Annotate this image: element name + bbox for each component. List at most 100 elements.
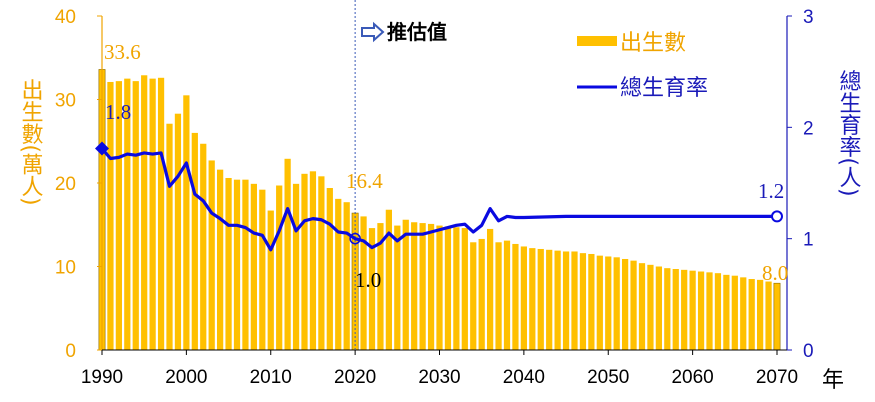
right-tick-0: 0 bbox=[803, 341, 814, 362]
bar-2028 bbox=[419, 223, 426, 350]
bar-2006 bbox=[233, 179, 241, 350]
annotation-tfr-2070: 1.2 bbox=[758, 179, 784, 203]
bar-2068 bbox=[757, 279, 764, 350]
bar-2037 bbox=[495, 242, 502, 350]
bar-2010 bbox=[267, 210, 274, 350]
bar-1998 bbox=[166, 123, 173, 350]
x-tick-2070: 2070 bbox=[756, 367, 798, 388]
bar-2044 bbox=[554, 250, 561, 350]
legend-bar-swatch bbox=[577, 36, 617, 46]
bar-2004 bbox=[217, 169, 224, 350]
annotation-birth-1990: 33.6 bbox=[104, 40, 141, 64]
x-tick-2050: 2050 bbox=[587, 367, 629, 388]
bar-2014 bbox=[301, 173, 308, 350]
annotation-birth-2070: 8.0 bbox=[762, 261, 788, 285]
bar-2052 bbox=[622, 258, 629, 350]
bar-2067 bbox=[748, 279, 755, 350]
left-tick-20: 20 bbox=[55, 174, 76, 195]
bar-2038 bbox=[503, 240, 511, 350]
bar-2047 bbox=[579, 253, 587, 350]
bar-2042 bbox=[537, 248, 544, 350]
legend-line-label: 總生育率 bbox=[620, 76, 708, 101]
tfr-point-2070 bbox=[771, 210, 783, 223]
bar-2066 bbox=[740, 277, 747, 350]
bar-2019 bbox=[343, 202, 350, 350]
bar-1992 bbox=[115, 81, 122, 350]
x-tick-2030: 2030 bbox=[418, 367, 460, 388]
left-tick-30: 30 bbox=[55, 91, 76, 112]
birth-bars bbox=[98, 69, 781, 351]
bar-2016 bbox=[318, 176, 325, 350]
x-tick-2020: 2020 bbox=[334, 367, 376, 388]
bar-2027 bbox=[411, 222, 418, 350]
bar-2025 bbox=[394, 225, 401, 350]
bar-2065 bbox=[731, 275, 738, 350]
right-tick-1: 1 bbox=[803, 230, 814, 251]
bar-2035 bbox=[478, 238, 485, 350]
bar-2036 bbox=[487, 228, 494, 350]
bar-1991 bbox=[107, 81, 114, 350]
bar-2030 bbox=[436, 225, 443, 350]
bar-2070 bbox=[773, 282, 781, 351]
left-tick-0: 0 bbox=[65, 341, 76, 362]
left-axis-title: 出生數(萬人) bbox=[18, 78, 44, 205]
bar-2045 bbox=[562, 251, 570, 350]
tfr-line bbox=[100, 147, 777, 252]
x-unit-label: 年 bbox=[822, 368, 844, 393]
bar-2007 bbox=[242, 179, 249, 350]
bar-2046 bbox=[571, 251, 578, 350]
projection-label: 推估值 bbox=[387, 20, 447, 44]
bar-1999 bbox=[174, 113, 182, 350]
bar-2062 bbox=[706, 272, 713, 350]
bar-2040 bbox=[520, 246, 527, 350]
bar-2057 bbox=[664, 268, 671, 350]
bar-2034 bbox=[470, 242, 477, 350]
bar-2055 bbox=[647, 264, 654, 350]
right-axis-title: 總生育率(人) bbox=[836, 69, 862, 196]
bar-2043 bbox=[546, 249, 553, 350]
bar-2053 bbox=[630, 260, 637, 350]
bar-2069 bbox=[765, 281, 772, 350]
bar-2005 bbox=[225, 177, 232, 350]
bar-1995 bbox=[141, 75, 148, 350]
legend-bar-label: 出生數 bbox=[620, 31, 686, 56]
x-tick-2040: 2040 bbox=[503, 367, 545, 388]
bar-2023 bbox=[377, 223, 384, 350]
x-tick-2060: 2060 bbox=[671, 367, 713, 388]
bar-2064 bbox=[723, 274, 730, 350]
right-tick-2: 2 bbox=[803, 118, 814, 139]
bar-2013 bbox=[292, 183, 300, 350]
bar-1994 bbox=[132, 81, 139, 350]
bar-2017 bbox=[326, 188, 333, 350]
bar-2048 bbox=[588, 253, 595, 350]
bar-2033 bbox=[461, 228, 468, 350]
bar-2058 bbox=[672, 269, 679, 350]
bar-2059 bbox=[681, 269, 688, 350]
x-tick-2010: 2010 bbox=[250, 367, 292, 388]
bar-1996 bbox=[149, 78, 156, 351]
bar-2050 bbox=[605, 256, 612, 350]
right-tick-3: 3 bbox=[803, 7, 814, 28]
bar-2011 bbox=[276, 185, 283, 350]
bar-2015 bbox=[309, 171, 317, 350]
bar-2039 bbox=[512, 243, 519, 350]
bar-2026 bbox=[402, 219, 409, 350]
annotation-birth-2020: 16.4 bbox=[346, 169, 383, 193]
left-tick-10: 10 bbox=[55, 258, 76, 279]
annotation-tfr-2020: 1.0 bbox=[355, 268, 381, 292]
bar-2003 bbox=[208, 160, 215, 350]
bar-2054 bbox=[638, 263, 646, 350]
bar-2018 bbox=[335, 198, 342, 350]
bar-2012 bbox=[284, 158, 291, 350]
bar-2029 bbox=[427, 223, 435, 350]
tfr-point-2020 bbox=[349, 232, 361, 245]
left-tick-40: 40 bbox=[55, 7, 76, 28]
bar-2049 bbox=[596, 255, 603, 350]
axes bbox=[97, 15, 792, 355]
bar-2021 bbox=[360, 216, 367, 350]
bar-2009 bbox=[259, 189, 266, 350]
bar-2002 bbox=[200, 143, 207, 350]
bar-2063 bbox=[714, 273, 722, 350]
